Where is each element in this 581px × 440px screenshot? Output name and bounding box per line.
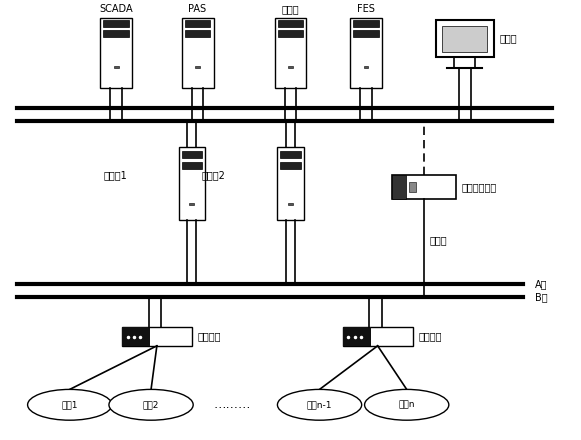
Bar [280,162,301,169]
Text: A网: A网 [535,279,547,289]
Ellipse shape [278,389,361,420]
Bar [288,203,293,205]
Bar [350,18,382,88]
Bar [392,175,456,199]
Bar [392,175,406,199]
Text: 工作站: 工作站 [500,33,517,43]
Bar [122,327,150,346]
Ellipse shape [365,389,449,420]
Text: 厂站n: 厂站n [399,400,415,409]
Bar [101,18,132,88]
Bar [189,203,194,205]
Bar [103,30,129,37]
Text: 厂站n-1: 厂站n-1 [307,400,332,409]
Bar [114,66,119,68]
Bar [288,66,293,68]
Ellipse shape [109,389,193,420]
Text: PAS: PAS [188,4,207,14]
Bar [185,20,210,27]
Bar [353,20,379,27]
Bar [278,20,303,27]
Bar [185,30,210,37]
Text: 网络设备: 网络设备 [418,332,442,341]
Text: 前置机2: 前置机2 [202,170,226,180]
Bar [278,147,303,220]
Bar [274,18,307,88]
Text: 前置机1: 前置机1 [103,170,127,180]
Bar [442,26,487,51]
Ellipse shape [28,389,112,420]
Bar [181,18,214,88]
Text: SCADA: SCADA [99,4,133,14]
Bar [343,327,413,346]
Bar [353,30,379,37]
Text: 智能比对系统: 智能比对系统 [462,182,497,192]
Bar [181,151,202,158]
Bar [364,66,368,68]
Bar [343,327,371,346]
Text: 镜像门: 镜像门 [430,235,447,245]
Bar [195,66,200,68]
Text: ………: ……… [214,398,251,411]
Bar [280,151,301,158]
Text: 厂站2: 厂站2 [143,400,159,409]
Bar [436,20,494,57]
Bar [122,327,192,346]
Text: 网络设备: 网络设备 [198,332,221,341]
Text: 厂站1: 厂站1 [62,400,78,409]
Bar [179,147,205,220]
Bar [278,30,303,37]
Bar [181,162,202,169]
Text: 数据库: 数据库 [282,4,299,14]
Bar [408,182,416,192]
Bar [103,20,129,27]
Text: FES: FES [357,4,375,14]
Text: B网: B网 [535,292,547,302]
